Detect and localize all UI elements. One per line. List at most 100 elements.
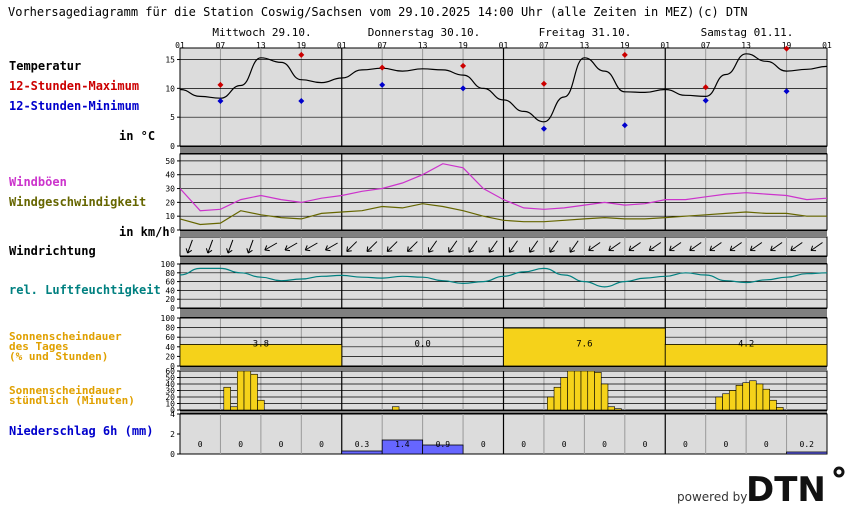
wind-arrow: [648, 242, 662, 252]
copyright: (c) DTN: [697, 5, 748, 19]
sun-hourly-bar: [547, 396, 555, 411]
wind-arrow: [628, 242, 641, 252]
precip-value: 0: [521, 440, 526, 449]
day-label: Mittwoch 29.10.: [212, 26, 311, 39]
label-windspeed: Windgeschwindigkeit: [9, 195, 146, 209]
precip-value: 1.4: [395, 440, 410, 449]
precip-value: 0: [643, 440, 648, 449]
tmin-marker: [621, 122, 628, 129]
wind-arrow-shaft: [284, 242, 298, 251]
tmin-marker: [702, 97, 709, 104]
windspeed-line: [179, 203, 827, 226]
wind-arrow: [529, 240, 539, 253]
sun-hourly-bar: [257, 399, 265, 411]
wind-arrow-shaft: [569, 240, 579, 253]
sun-hourly-bar: [553, 386, 562, 411]
y-tick-label: 20: [165, 393, 175, 402]
wind-arrow: [488, 240, 498, 253]
wind-arrow-shaft: [729, 242, 742, 251]
wind-arrow: [386, 241, 398, 252]
hour-label: 19: [782, 41, 792, 50]
wind-arrow-shaft: [305, 242, 318, 251]
sun-hourly-bar: [769, 399, 777, 411]
sun-hourly-bar: [594, 371, 602, 411]
hour-label: 19: [620, 41, 630, 50]
y-tick-label: 10: [165, 400, 175, 409]
wind-arrow: [588, 242, 601, 252]
chart-marks: 3.8 0.0 7.6 4.2 0 0 0 0 0.3 1.4 0.9 0 0 0 0 0 0 0 0 0.2: [179, 45, 828, 455]
tmax-marker: [702, 84, 709, 91]
y-tick-label: 10: [165, 212, 175, 221]
wind-arrow-head: [264, 245, 270, 252]
y-tick-label: 60: [165, 333, 175, 342]
wind-arrow-shaft: [227, 239, 234, 254]
wind-arrow-head: [346, 246, 352, 252]
wind-arrow: [448, 240, 458, 253]
y-axes: 0510150102030405002040608010002040608010…: [161, 56, 180, 459]
y-tick-label: 30: [165, 185, 175, 194]
wind-arrow: [406, 241, 418, 252]
wind-arrow-head: [628, 245, 635, 252]
y-tick-label: 20: [165, 198, 175, 207]
wind-arrow-head: [325, 245, 331, 252]
precip-value: 0: [764, 440, 769, 449]
label-sun-daily-1: Sonnenscheindauer: [9, 330, 122, 343]
wind-arrow-head: [810, 245, 817, 252]
wind-arrow-head: [689, 245, 695, 252]
tmax-marker: [379, 64, 386, 71]
wind-arrow-shaft: [325, 242, 338, 251]
tmax-marker: [783, 45, 790, 52]
day-label: Freitag 31.10.: [539, 26, 632, 39]
wind-arrow: [608, 242, 621, 252]
sun-hourly-bar: [614, 408, 622, 411]
label-sun-hourly-2: stündlich (Minuten): [9, 394, 135, 407]
wind-arrow: [205, 239, 214, 254]
wind-arrow: [366, 241, 378, 252]
wind-arrow-shaft: [207, 239, 214, 254]
wind-arrow: [304, 242, 318, 252]
wind-arrow-shaft: [790, 242, 803, 251]
sun-hourly-bar: [573, 370, 582, 411]
hour-label: 07: [377, 41, 387, 50]
wind-arrow-head: [304, 245, 311, 252]
wind-arrow: [226, 239, 234, 254]
wind-arrow-head: [448, 247, 454, 253]
y-tick-label: 5: [170, 113, 175, 122]
sun-hourly-bar: [762, 388, 771, 411]
wind-arrow-head: [185, 248, 193, 254]
label-winddir: Windrichtung: [9, 244, 96, 258]
wind-arrow-shaft: [468, 240, 478, 253]
sun-hourly-bar: [722, 393, 730, 411]
precip-bar: [341, 450, 383, 455]
y-tick-label: 0: [170, 406, 175, 415]
wind-arrow: [569, 240, 579, 253]
wind-arrow: [468, 240, 478, 253]
wind-arrow-shaft: [770, 242, 783, 251]
wind-arrow-shaft: [750, 242, 763, 251]
precip-value: 0: [723, 440, 728, 449]
sun-hourly-bar: [567, 370, 575, 411]
y-tick-label: 40: [165, 380, 175, 389]
wind-arrow-head: [749, 245, 756, 252]
y-tick-label: 15: [165, 56, 175, 65]
wind-arrow-head: [205, 248, 213, 254]
y-tick-label: 60: [165, 278, 175, 287]
sun-hourly-bar: [600, 383, 609, 411]
hour-labels: 01 07 13 19 01 07 13 19 01 07 13 19 01 07 13 19 01: [175, 41, 832, 50]
wind-arrow-shaft: [187, 239, 193, 254]
wind-arrow: [770, 242, 783, 252]
wind-arrow-shaft: [386, 241, 398, 252]
day-labels: Mittwoch 29.10. Donnerstag 30.10. Freitag …: [212, 26, 793, 39]
wind-arrow-head: [569, 247, 576, 253]
hour-label: 01: [660, 41, 670, 50]
precip-bar: [422, 444, 464, 455]
label-tmax: 12-Stunden-Maximum: [9, 79, 139, 93]
sun-hourly-bar: [580, 370, 589, 411]
y-tick-label: 0: [170, 304, 175, 313]
wind-arrow-head: [246, 248, 253, 254]
wind-arrow-head: [709, 245, 715, 252]
wind-arrow: [669, 242, 682, 252]
label-precip: Niederschlag 6h (mm): [9, 424, 154, 438]
label-wind-unit: in km/h: [119, 225, 170, 239]
powered-by: powered by: [677, 490, 747, 504]
